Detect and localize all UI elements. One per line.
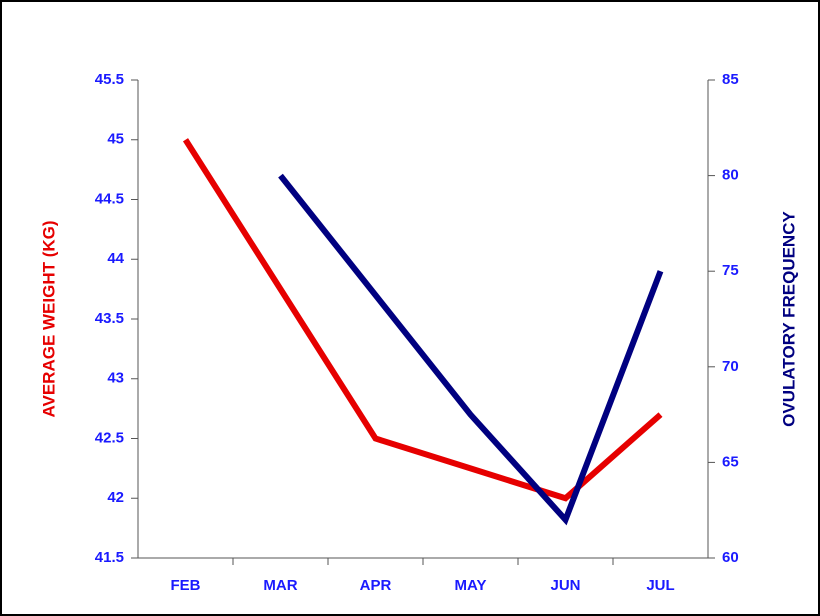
x-tick-label: JUN: [550, 577, 580, 594]
x-tick-label: APR: [360, 577, 392, 594]
y-tick-label: 41.5: [95, 549, 124, 566]
y2-tick-label: 60: [722, 549, 739, 566]
y2-axis-title: OVULATORY FREQUENCY: [779, 211, 798, 427]
x-tick-label: MAR: [263, 577, 297, 594]
y-tick-label: 44: [107, 250, 124, 267]
y-tick-label: 43.5: [95, 310, 124, 327]
y-tick-label: 42: [107, 489, 124, 506]
y2-tick-label: 70: [722, 358, 739, 375]
y-tick-label: 45.5: [95, 71, 124, 88]
y-axis-title: AVERAGE WEIGHT (KG): [39, 220, 58, 417]
y2-tick-label: 80: [722, 167, 739, 184]
y-tick-label: 45: [107, 131, 124, 148]
series-line: [278, 173, 664, 526]
x-tick-label: JUL: [646, 577, 674, 594]
y-tick-label: 42.5: [95, 429, 124, 446]
x-tick-label: FEB: [171, 577, 201, 594]
y-tick-label: 44.5: [95, 190, 124, 207]
x-tick-label: MAY: [455, 577, 487, 594]
y2-tick-label: 85: [722, 71, 739, 88]
y-tick-label: 43: [107, 370, 124, 387]
y2-tick-label: 75: [722, 262, 739, 279]
y2-tick-label: 65: [722, 453, 739, 470]
